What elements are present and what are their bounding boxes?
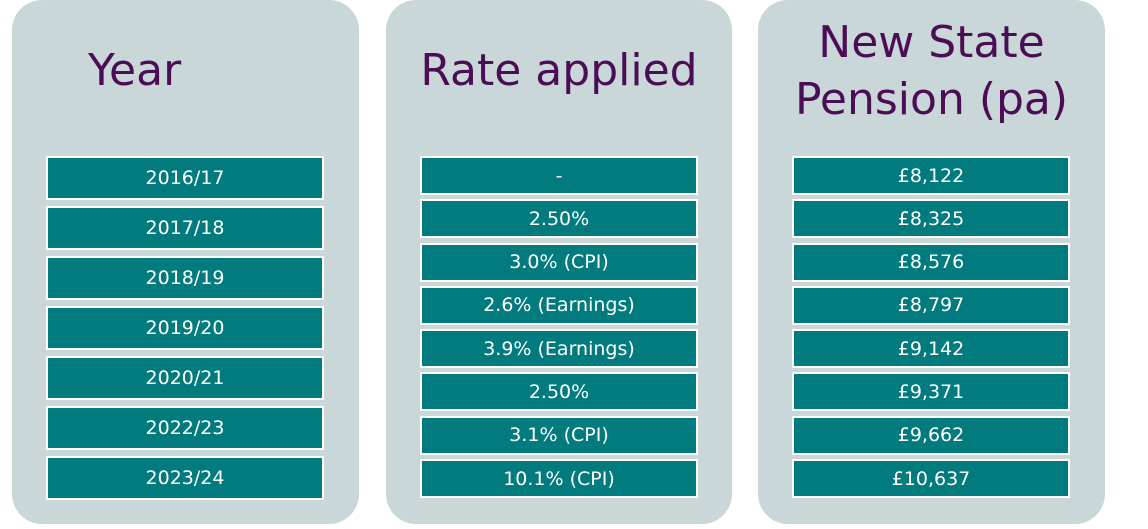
- pension-cell: £8,576: [792, 242, 1070, 282]
- pension-cell: £9,662: [792, 415, 1070, 455]
- year-cell: 2017/18: [46, 206, 324, 250]
- rate-cell: 3.1% (CPI): [420, 415, 698, 455]
- year-cell: 2022/23: [46, 406, 324, 450]
- rate-cell: -: [420, 156, 698, 195]
- pension-cell: £8,122: [792, 156, 1070, 195]
- rate-cell: 2.6% (Earnings): [420, 285, 698, 325]
- rate-column-title: Rate applied: [420, 45, 698, 96]
- rate-list: - 2.50% 3.0% (CPI) 2.6% (Earnings) 3.9% …: [420, 156, 698, 502]
- year-cell: 2020/21: [46, 356, 324, 400]
- pension-cell: £10,637: [792, 459, 1070, 499]
- year-list: 2016/17 2017/18 2018/19 2019/20 2020/21 …: [46, 156, 324, 506]
- rate-cell: 3.9% (Earnings): [420, 329, 698, 369]
- pension-cell: £9,371: [792, 372, 1070, 412]
- year-panel: Year 2016/17 2017/18 2018/19 2019/20 202…: [12, 0, 359, 524]
- pension-cell: £9,142: [792, 329, 1070, 369]
- rate-cell: 3.0% (CPI): [420, 242, 698, 282]
- rate-cell: 10.1% (CPI): [420, 459, 698, 499]
- rate-cell: 2.50%: [420, 199, 698, 239]
- year-cell: 2019/20: [46, 306, 324, 350]
- rate-cell: 2.50%: [420, 372, 698, 412]
- pension-list: £8,122 £8,325 £8,576 £8,797 £9,142 £9,37…: [792, 156, 1070, 502]
- year-column-title: Year: [88, 45, 182, 96]
- rate-panel: Rate applied - 2.50% 3.0% (CPI) 2.6% (Ea…: [386, 0, 732, 524]
- year-cell: 2016/17: [46, 156, 324, 200]
- pension-cell: £8,325: [792, 199, 1070, 239]
- pension-panel: New State Pension (pa) £8,122 £8,325 £8,…: [758, 0, 1105, 524]
- pension-cell: £8,797: [792, 285, 1070, 325]
- pension-column-title: New State Pension (pa): [794, 17, 1069, 126]
- year-cell: 2023/24: [46, 456, 324, 500]
- year-cell: 2018/19: [46, 256, 324, 300]
